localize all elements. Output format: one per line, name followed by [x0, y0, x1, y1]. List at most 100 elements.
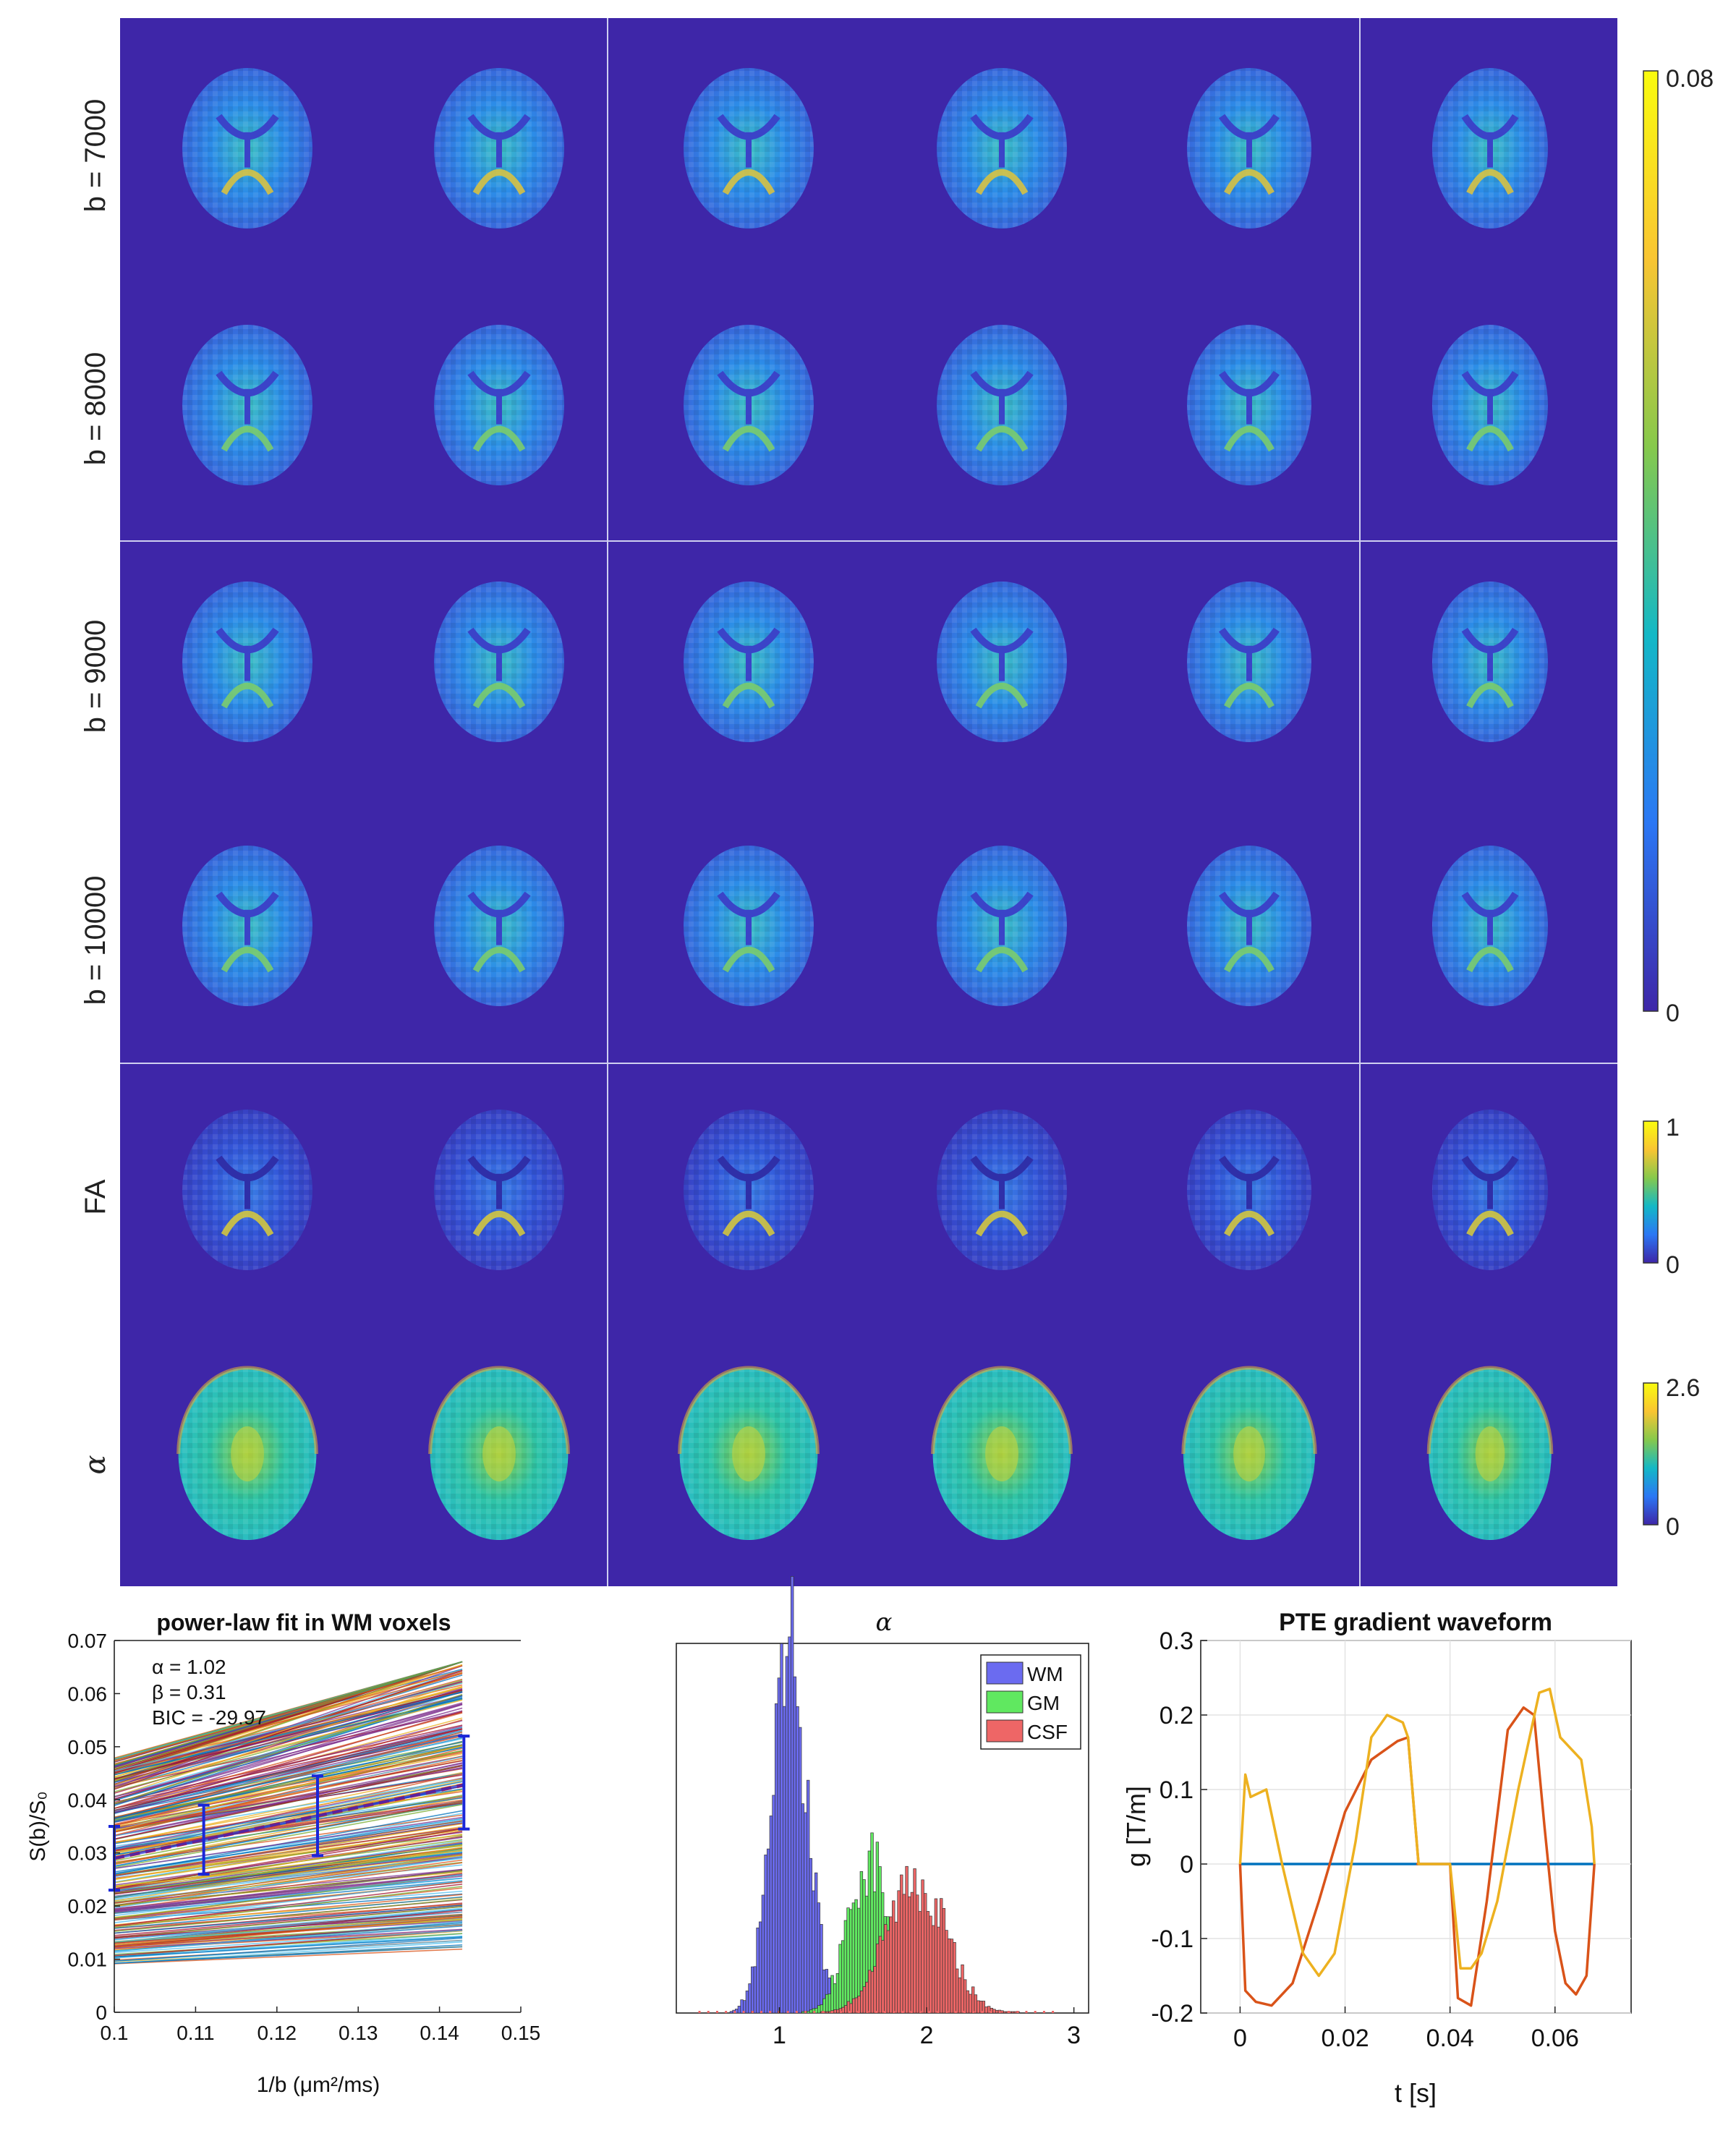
hist-bar-csf — [905, 1865, 909, 2014]
hist-bar-wm — [791, 1576, 794, 2014]
hist-bar-gm — [801, 2011, 805, 2014]
wave-panel: 0 0.02 0.04 0.06 -0.2 -0.1 0 0.1 0.2 0.3 PTE grad… — [1121, 1609, 1632, 2108]
hist-bar-tail — [972, 2011, 975, 2013]
voxel-curve — [114, 1699, 463, 1789]
row-labels: b = 7000 b = 8000 b = 9000 b = 10000 FA … — [79, 99, 112, 1475]
voxel-curve — [114, 1693, 463, 1805]
fit-xtick-label: 0.12 — [258, 2022, 297, 2044]
wave-line-2 — [1238, 1688, 1596, 1978]
voxel-curve — [114, 1681, 463, 1797]
hist-bar-csf — [865, 1981, 869, 2014]
hist-bar-wm — [729, 2011, 733, 2014]
fit-xtick-label: 0.1 — [101, 2022, 129, 2044]
voxel-curve — [114, 1833, 463, 1894]
hist-bar-csf — [950, 1939, 954, 2014]
hist-panel: 1 2 3 α WM GM CSF — [676, 1576, 1089, 2049]
voxel-curve — [114, 1880, 463, 1924]
hist-bar-csf — [958, 1977, 962, 2014]
voxel-curve — [114, 1710, 463, 1797]
voxel-curve — [114, 1898, 463, 1932]
hist-bar-tail — [707, 2011, 710, 2013]
hist-legend-swatch-wm — [986, 1661, 1024, 1685]
voxel-curve — [114, 1672, 463, 1786]
hist-bar-csf — [942, 1907, 946, 2014]
hist-bar-csf — [908, 1896, 911, 2014]
hist-xtick-label: 3 — [1067, 2022, 1081, 2049]
hist-bar-csf — [857, 1996, 861, 2014]
hist-bar-csf — [995, 2009, 999, 2014]
hist-bar-csf — [913, 1868, 916, 2014]
voxel-curve — [114, 1948, 463, 1965]
hist-bar-tail — [725, 2011, 728, 2013]
wave-ytick-label: 0.3 — [1160, 1627, 1194, 1655]
hist-bar-tail — [839, 2011, 842, 2013]
hist-bar-tail — [830, 2011, 833, 2013]
hist-bar-gm — [830, 1975, 834, 2014]
hist-ticks: 1 2 3 — [773, 2007, 1081, 2049]
hist-legend: WM GM CSF — [980, 1654, 1081, 1750]
brain-map-grid — [120, 18, 1617, 1586]
voxel-curve — [114, 1896, 463, 1929]
hist-bar-wm — [759, 1921, 762, 2014]
fit-ytick-label: 0.02 — [68, 1895, 108, 1918]
hist-bar-wm — [793, 1676, 797, 2014]
hist-bar-tail — [804, 2011, 807, 2013]
voxel-curve — [114, 1831, 463, 1890]
hist-bar-csf — [884, 1924, 888, 2014]
hist-bar-csf — [854, 1997, 859, 2014]
hist-bar-tail — [893, 2011, 895, 2013]
hist-bar-csf — [921, 1879, 924, 2014]
voxel-curve — [114, 1765, 463, 1840]
hist-bar-tail — [928, 2011, 931, 2013]
voxel-curve — [114, 1873, 463, 1917]
hist-bars — [698, 1576, 1055, 2014]
fit-ytick-label: 0.06 — [68, 1682, 108, 1705]
voxel-curve — [114, 1928, 463, 1949]
hist-bar-csf — [825, 2011, 829, 2014]
hist-bar-csf — [1003, 2011, 1007, 2014]
hist-bar-csf — [961, 1964, 964, 2014]
fit-xtick-label: 0.11 — [176, 2022, 214, 2044]
hist-bar-csf — [1010, 2011, 1015, 2014]
voxel-curve — [114, 1728, 463, 1812]
hist-legend-swatch-gm — [986, 1690, 1024, 1714]
row-label-fa: FA — [80, 1179, 111, 1214]
voxel-curve — [114, 1862, 463, 1910]
voxel-curve — [114, 1823, 463, 1881]
hist-bar-tail — [954, 2011, 957, 2013]
hist-bar-csf — [876, 1944, 880, 2014]
colorbar-fa-max: 1 — [1666, 1114, 1680, 1141]
fit-voxel-curves — [114, 1661, 463, 1965]
colorbar-fa-gradient — [1643, 1120, 1659, 1264]
hist-legend-wm: WM — [1027, 1663, 1063, 1685]
hist-bar-tail — [1052, 2011, 1055, 2013]
hist-legend-csf: CSF — [1027, 1721, 1068, 1743]
voxel-curve — [114, 1906, 463, 1939]
hist-bar-tail — [990, 2011, 992, 2013]
hist-title: α — [876, 1608, 893, 1637]
colorbar-fa-min: 0 — [1666, 1251, 1680, 1279]
fit-xtick-label: 0.14 — [420, 2022, 459, 2044]
voxel-curve — [114, 1820, 463, 1876]
hist-bar-csf — [948, 1939, 951, 2014]
hist-bar-wm — [764, 1855, 767, 2014]
voxel-curve — [114, 1886, 463, 1928]
hist-bar-csf — [860, 1991, 864, 2014]
hist-bar-csf — [868, 1970, 872, 2014]
voxel-curve — [114, 1842, 463, 1894]
hist-bar-csf — [900, 1874, 903, 2014]
voxel-curve — [114, 1916, 463, 1948]
hist-bar-csf — [841, 2007, 845, 2014]
hist-bar-gm — [817, 2005, 821, 2014]
hist-bar-csf — [1013, 2011, 1018, 2014]
voxel-curve — [114, 1748, 463, 1837]
voxel-curve — [114, 1740, 463, 1823]
hist-bar-gm — [846, 1907, 850, 2014]
hist-bar-wm — [799, 1727, 802, 2014]
hist-bar-tail — [813, 2011, 816, 2013]
voxel-curve — [114, 1738, 463, 1811]
hist-bar-csf — [910, 1891, 914, 2014]
voxel-curve — [114, 1944, 463, 1965]
voxel-curve — [114, 1857, 463, 1909]
voxel-curve — [114, 1936, 463, 1958]
